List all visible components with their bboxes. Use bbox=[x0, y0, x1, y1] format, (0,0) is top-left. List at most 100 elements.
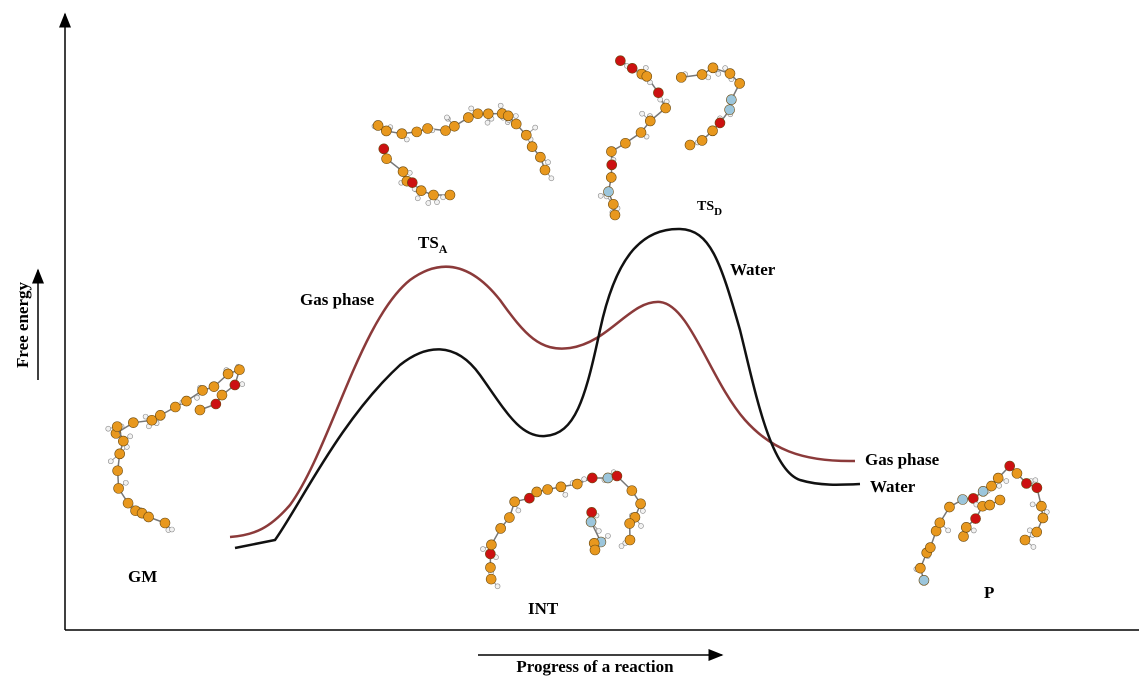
hydrogen bbox=[426, 201, 431, 206]
atom bbox=[604, 187, 614, 197]
atom bbox=[627, 486, 637, 496]
hydrogen bbox=[1030, 502, 1035, 507]
hydrogen bbox=[444, 115, 449, 120]
atom bbox=[532, 487, 542, 497]
atom bbox=[115, 449, 125, 459]
atom bbox=[496, 523, 506, 533]
atom bbox=[1036, 501, 1046, 511]
hydrogen bbox=[169, 527, 174, 532]
hydrogen bbox=[516, 508, 521, 513]
atom bbox=[223, 369, 233, 379]
atom bbox=[211, 399, 221, 409]
atom bbox=[1032, 527, 1042, 537]
atom bbox=[128, 418, 138, 428]
atom bbox=[608, 199, 618, 209]
hydrogen bbox=[128, 434, 133, 439]
atom bbox=[572, 479, 582, 489]
y-axis-label: Free energy bbox=[13, 281, 32, 368]
hydrogen bbox=[533, 125, 538, 130]
atom bbox=[915, 563, 925, 573]
atom bbox=[1021, 478, 1031, 488]
atom bbox=[416, 186, 426, 196]
atom bbox=[485, 549, 495, 559]
atom bbox=[198, 385, 208, 395]
hydrogen bbox=[549, 176, 554, 181]
atom bbox=[217, 390, 227, 400]
atom bbox=[556, 482, 566, 492]
atom bbox=[587, 507, 597, 517]
atom bbox=[398, 167, 408, 177]
state-label: GM bbox=[128, 567, 157, 586]
atom bbox=[449, 121, 459, 131]
diagram: Free energy Progress of a reaction Gas p… bbox=[0, 0, 1139, 680]
atom bbox=[653, 88, 663, 98]
atom bbox=[1020, 535, 1030, 545]
atom bbox=[735, 78, 745, 88]
hydrogen bbox=[582, 477, 587, 482]
atom bbox=[935, 518, 945, 528]
atom bbox=[1012, 468, 1022, 478]
atom bbox=[645, 116, 655, 126]
hydrogen bbox=[563, 492, 568, 497]
hydrogen bbox=[546, 160, 551, 165]
atom bbox=[543, 484, 553, 494]
hydrogen bbox=[638, 523, 643, 528]
hydrogen bbox=[495, 584, 500, 589]
hydrogen bbox=[480, 547, 485, 552]
atom bbox=[715, 118, 725, 128]
x-axis-label: Progress of a reaction bbox=[516, 657, 674, 676]
molecules bbox=[106, 56, 1050, 589]
atom bbox=[123, 498, 133, 508]
page: Free energy Progress of a reaction Gas p… bbox=[0, 0, 1139, 680]
atom bbox=[1032, 483, 1042, 493]
atom bbox=[209, 382, 219, 392]
atom bbox=[230, 380, 240, 390]
atom bbox=[615, 56, 625, 66]
atom bbox=[423, 123, 433, 133]
atom bbox=[1038, 513, 1048, 523]
atom bbox=[985, 500, 995, 510]
hydrogen bbox=[498, 103, 503, 108]
atom bbox=[144, 512, 154, 522]
atom bbox=[708, 126, 718, 136]
state-sub: D bbox=[714, 206, 722, 218]
atom bbox=[959, 531, 969, 541]
atom bbox=[397, 129, 407, 139]
hydrogen bbox=[716, 71, 721, 76]
curve-label: Gas phase bbox=[300, 290, 375, 309]
atom bbox=[112, 422, 122, 432]
atom bbox=[586, 517, 596, 527]
state-label: INT bbox=[528, 599, 559, 618]
hydrogen bbox=[997, 483, 1002, 488]
atom bbox=[113, 466, 123, 476]
atom bbox=[971, 514, 981, 524]
atom bbox=[697, 135, 707, 145]
state-label: TSA bbox=[418, 233, 448, 256]
hydrogen bbox=[106, 426, 111, 431]
atom bbox=[919, 575, 929, 585]
hydrogen bbox=[605, 533, 610, 538]
curve-label: Gas phase bbox=[865, 450, 940, 469]
atom bbox=[540, 165, 550, 175]
atom bbox=[114, 483, 124, 493]
atom bbox=[708, 63, 718, 73]
atom bbox=[607, 160, 617, 170]
atom bbox=[170, 402, 180, 412]
atom bbox=[995, 495, 1005, 505]
atom bbox=[636, 499, 646, 509]
atom bbox=[725, 69, 735, 79]
atom bbox=[382, 154, 392, 164]
atom bbox=[961, 522, 971, 532]
state-main: TS bbox=[418, 233, 439, 252]
state-label: P bbox=[984, 583, 994, 602]
state-main: TS bbox=[697, 199, 714, 214]
state-sub: A bbox=[439, 242, 448, 256]
atom bbox=[483, 109, 493, 119]
hydrogen bbox=[195, 395, 200, 400]
atom bbox=[527, 142, 537, 152]
atom bbox=[407, 178, 417, 188]
atom bbox=[485, 563, 495, 573]
atom bbox=[160, 518, 170, 528]
atom bbox=[195, 405, 205, 415]
hydrogen bbox=[640, 508, 645, 513]
